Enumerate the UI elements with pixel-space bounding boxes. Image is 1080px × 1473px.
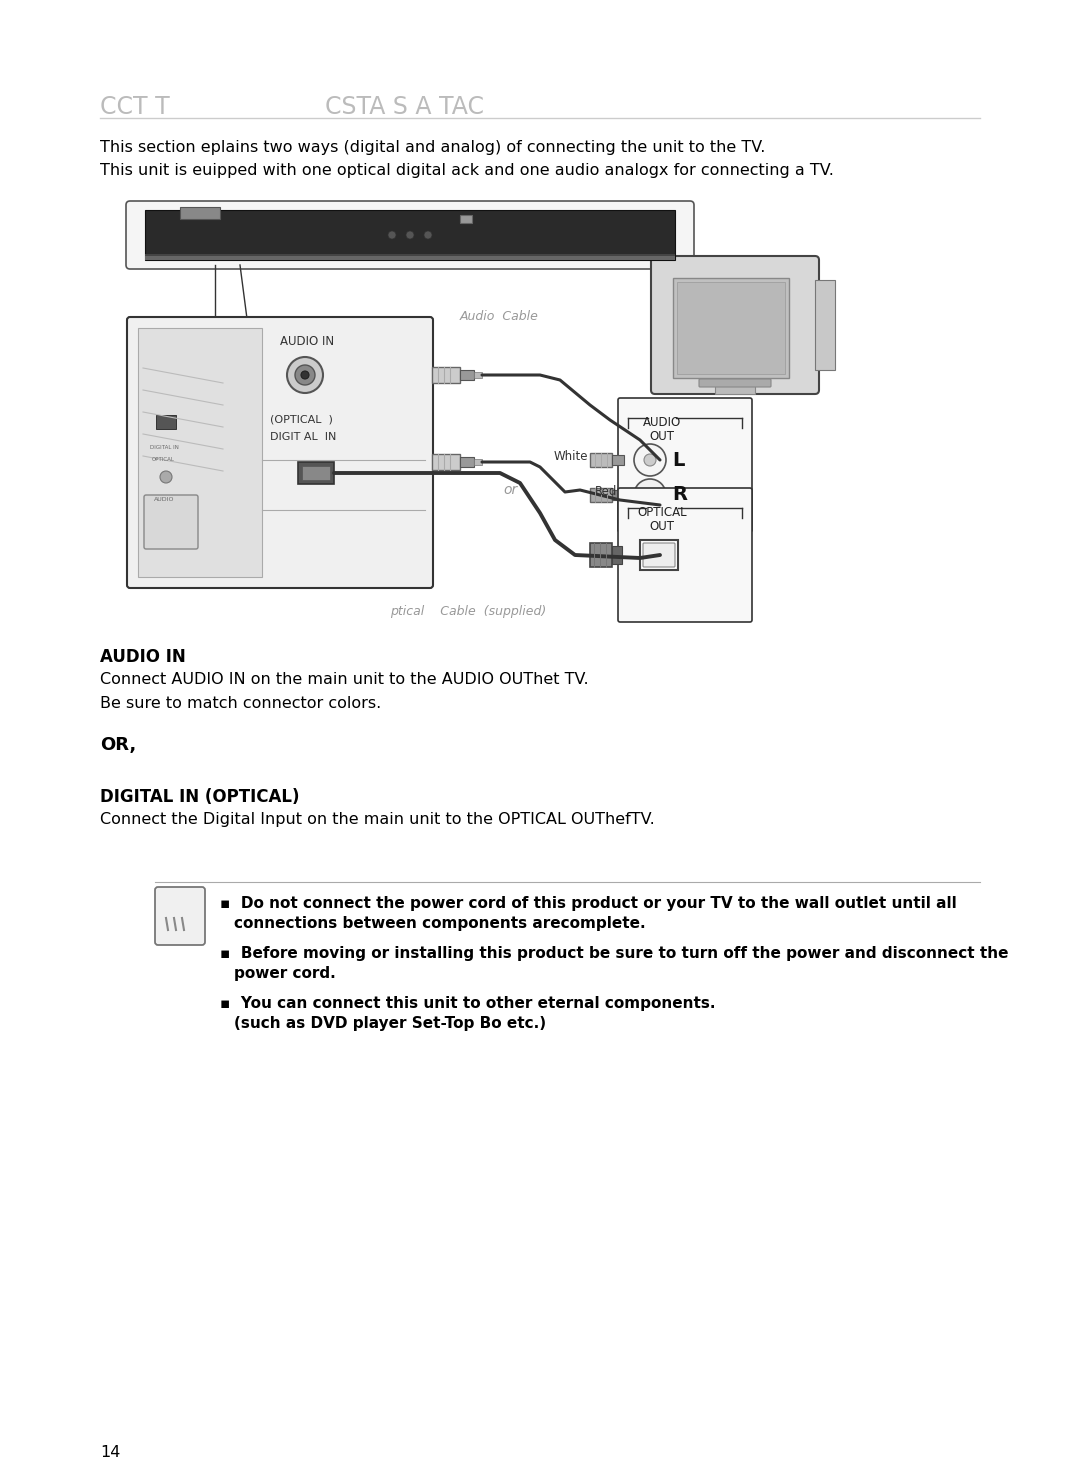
Bar xyxy=(298,463,334,485)
Circle shape xyxy=(406,231,414,239)
Circle shape xyxy=(295,365,315,384)
Bar xyxy=(460,215,472,222)
Text: White: White xyxy=(554,449,588,463)
Text: OPTICAL: OPTICAL xyxy=(152,457,175,463)
Text: CCT T: CCT T xyxy=(100,94,170,119)
Circle shape xyxy=(301,371,309,379)
Bar xyxy=(145,256,675,261)
Text: OUT: OUT xyxy=(649,520,675,533)
Circle shape xyxy=(160,471,172,483)
FancyBboxPatch shape xyxy=(126,200,694,270)
Circle shape xyxy=(634,443,666,476)
Text: ▪  Do not connect the power cord of this product or your TV to the wall outlet u: ▪ Do not connect the power cord of this … xyxy=(220,896,957,910)
Text: DIGITAL IN: DIGITAL IN xyxy=(150,445,179,449)
Circle shape xyxy=(644,489,656,501)
Text: L: L xyxy=(672,451,685,470)
Bar xyxy=(460,370,474,380)
Bar xyxy=(474,460,482,465)
Bar xyxy=(590,544,612,567)
Text: Connect the Digital Input on the main unit to the OPTICAL OUThefTV.: Connect the Digital Input on the main un… xyxy=(100,812,654,826)
Text: AUDIO IN: AUDIO IN xyxy=(280,334,334,348)
Text: or: or xyxy=(503,483,517,496)
FancyBboxPatch shape xyxy=(618,398,752,532)
Text: power cord.: power cord. xyxy=(234,966,336,981)
FancyBboxPatch shape xyxy=(156,887,205,946)
Text: OPTICAL: OPTICAL xyxy=(637,507,687,518)
Bar xyxy=(180,208,220,219)
Circle shape xyxy=(644,454,656,465)
Bar xyxy=(145,253,675,256)
Circle shape xyxy=(634,479,666,511)
Bar xyxy=(302,465,330,480)
Bar xyxy=(432,367,460,383)
Bar xyxy=(673,278,789,379)
Text: AUDIO: AUDIO xyxy=(154,496,175,502)
Bar xyxy=(432,454,460,470)
Text: AUDIO: AUDIO xyxy=(643,415,681,429)
Text: (such as DVD player Set-Top Bo etc.): (such as DVD player Set-Top Bo etc.) xyxy=(234,1016,546,1031)
Text: OR,: OR, xyxy=(100,736,136,754)
Bar xyxy=(612,491,624,499)
Circle shape xyxy=(388,231,396,239)
Text: R: R xyxy=(672,486,687,504)
Circle shape xyxy=(287,356,323,393)
Text: connections between components arecomplete.: connections between components arecomple… xyxy=(234,916,646,931)
FancyBboxPatch shape xyxy=(144,495,198,549)
Bar xyxy=(612,455,624,465)
Text: This section eplains two ways (digital and analog) of connecting the unit to the: This section eplains two ways (digital a… xyxy=(100,140,766,155)
Bar xyxy=(145,211,675,261)
Bar xyxy=(640,541,678,570)
Text: Connect AUDIO IN on the main unit to the AUDIO OUThet TV.: Connect AUDIO IN on the main unit to the… xyxy=(100,672,589,686)
Bar xyxy=(590,488,612,502)
Text: This unit is euipped with one optical digital ack and one audio analogx for conn: This unit is euipped with one optical di… xyxy=(100,164,834,178)
FancyBboxPatch shape xyxy=(699,379,771,387)
Text: ptical    Cable  (supplied): ptical Cable (supplied) xyxy=(390,605,546,619)
Bar xyxy=(474,373,482,379)
Bar xyxy=(612,546,622,564)
Text: ▪  You can connect this unit to other eternal components.: ▪ You can connect this unit to other ete… xyxy=(220,996,715,1010)
Text: AUDIO IN: AUDIO IN xyxy=(100,648,186,666)
Text: Be sure to match connector colors.: Be sure to match connector colors. xyxy=(100,697,381,711)
Text: CSTA S A TAC: CSTA S A TAC xyxy=(325,94,484,119)
Bar xyxy=(460,457,474,467)
Bar xyxy=(590,454,612,467)
Text: DIGIT AL  IN: DIGIT AL IN xyxy=(270,432,336,442)
FancyBboxPatch shape xyxy=(643,544,675,567)
Bar xyxy=(677,281,785,374)
Circle shape xyxy=(424,231,432,239)
Text: (OPTICAL  ): (OPTICAL ) xyxy=(270,415,333,426)
Bar xyxy=(156,415,176,429)
Bar xyxy=(138,328,262,577)
Bar xyxy=(815,280,835,370)
FancyBboxPatch shape xyxy=(618,488,752,622)
FancyBboxPatch shape xyxy=(127,317,433,588)
Text: ▪  Before moving or installing this product be sure to turn off the power and di: ▪ Before moving or installing this produ… xyxy=(220,946,1009,960)
FancyBboxPatch shape xyxy=(651,256,819,393)
Bar xyxy=(715,384,755,393)
Text: DIGITAL IN (OPTICAL): DIGITAL IN (OPTICAL) xyxy=(100,788,299,806)
Text: 14: 14 xyxy=(100,1445,120,1460)
Text: OUT: OUT xyxy=(649,430,675,443)
Text: Audio  Cable: Audio Cable xyxy=(460,309,539,323)
Text: Red: Red xyxy=(595,485,617,498)
